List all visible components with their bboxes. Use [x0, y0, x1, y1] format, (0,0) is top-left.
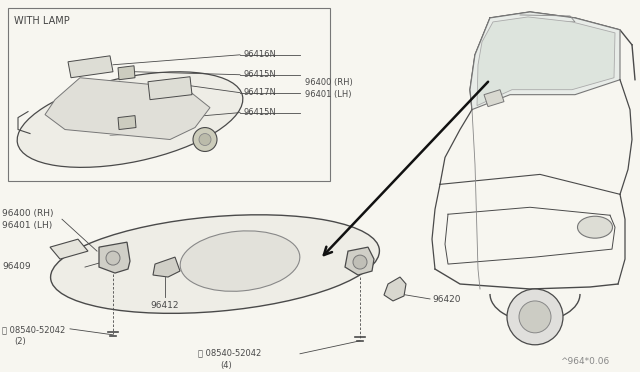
Circle shape [106, 251, 120, 265]
Text: 96400 (RH): 96400 (RH) [305, 78, 353, 87]
Text: 96412: 96412 [150, 301, 179, 310]
Polygon shape [118, 66, 135, 80]
Polygon shape [68, 56, 113, 78]
Polygon shape [148, 77, 192, 100]
Text: 96415N: 96415N [243, 108, 276, 117]
Text: Ⓞ 08540-52042: Ⓞ 08540-52042 [198, 349, 261, 358]
Text: Ⓞ 08540-52042: Ⓞ 08540-52042 [2, 325, 65, 334]
Text: WITH LAMP: WITH LAMP [14, 16, 70, 26]
Circle shape [519, 301, 551, 333]
Polygon shape [45, 78, 210, 140]
Ellipse shape [180, 231, 300, 291]
Text: (4): (4) [220, 361, 232, 370]
Circle shape [193, 128, 217, 151]
Bar [8, 8, 330, 182]
Circle shape [507, 289, 563, 345]
Polygon shape [50, 239, 88, 259]
Text: (2): (2) [14, 337, 26, 346]
Circle shape [199, 134, 211, 145]
Ellipse shape [577, 216, 612, 238]
Polygon shape [470, 12, 620, 110]
Ellipse shape [51, 215, 380, 313]
Ellipse shape [17, 72, 243, 167]
Text: 96409: 96409 [2, 262, 31, 271]
Polygon shape [484, 90, 504, 107]
Text: 96401 (LH): 96401 (LH) [2, 221, 52, 230]
Text: 96401 (LH): 96401 (LH) [305, 90, 351, 99]
Text: 96400 (RH): 96400 (RH) [2, 209, 54, 218]
Text: ^964*0.06: ^964*0.06 [560, 357, 609, 366]
Polygon shape [118, 116, 136, 129]
Text: 96420: 96420 [432, 295, 461, 304]
Polygon shape [477, 17, 615, 106]
Text: 96416N: 96416N [243, 50, 276, 59]
Text: 96415N: 96415N [243, 70, 276, 79]
Polygon shape [345, 247, 374, 275]
Polygon shape [384, 277, 406, 301]
Polygon shape [153, 257, 180, 277]
Text: 96417N: 96417N [243, 88, 276, 97]
Polygon shape [99, 242, 130, 273]
Circle shape [353, 255, 367, 269]
